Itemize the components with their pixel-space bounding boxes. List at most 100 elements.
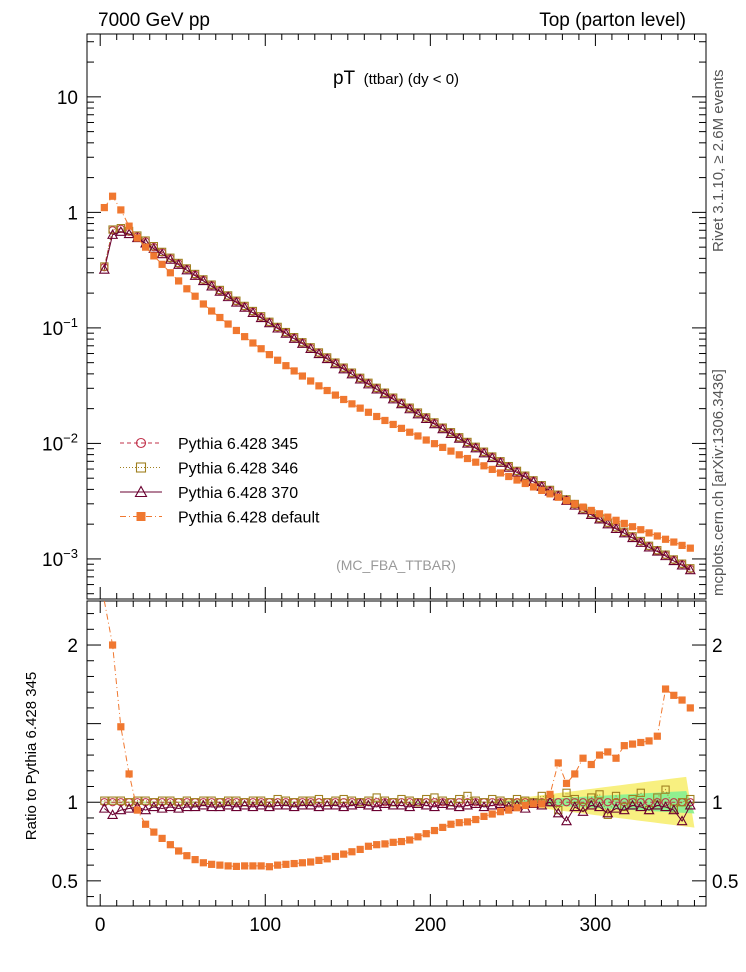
ratio-frame — [86, 600, 707, 907]
data-point — [175, 847, 183, 855]
data-point — [280, 327, 292, 338]
data-point — [437, 423, 449, 434]
data-point — [537, 791, 546, 801]
data-point — [272, 799, 284, 810]
data-point — [362, 799, 374, 810]
data-point — [135, 462, 147, 473]
data-point — [141, 796, 150, 805]
plot-title-sub: (ttbar) (dy < 0) — [364, 71, 459, 88]
data-point — [265, 863, 273, 871]
data-point — [430, 793, 439, 802]
data-point — [329, 358, 341, 369]
data-point — [653, 732, 661, 740]
data-point — [538, 486, 546, 495]
data-point — [265, 351, 273, 359]
data-point — [422, 830, 430, 838]
data-point — [505, 806, 513, 814]
data-point — [288, 801, 300, 812]
data-point — [281, 796, 291, 805]
data-point — [134, 485, 148, 498]
data-point — [208, 307, 216, 315]
data-point — [273, 794, 282, 804]
data-point — [428, 418, 441, 429]
data-point — [280, 799, 292, 810]
series-s370 — [98, 796, 696, 826]
data-point — [224, 862, 232, 870]
data-point — [305, 799, 317, 810]
data-point — [486, 452, 498, 463]
data-point — [199, 300, 207, 308]
data-point — [207, 796, 216, 805]
plot-title: pT (ttbar) (dy < 0) — [333, 68, 459, 89]
data-point — [123, 802, 135, 813]
data-point — [346, 799, 358, 810]
data-point — [422, 436, 430, 444]
data-point — [595, 798, 604, 807]
data-point — [628, 740, 637, 748]
data-point — [371, 383, 383, 394]
data-point — [256, 796, 266, 805]
series-layer — [98, 192, 696, 871]
data-point — [529, 800, 538, 808]
data-point — [470, 798, 482, 808]
series-default — [103, 600, 694, 871]
data-point — [164, 253, 176, 264]
data-point — [686, 544, 694, 552]
data-point — [107, 229, 119, 239]
y-tick-label: 10−2 — [42, 430, 78, 455]
data-point — [560, 815, 573, 826]
data-point — [412, 408, 424, 419]
data-point — [612, 754, 620, 762]
data-point — [585, 509, 597, 519]
data-point — [140, 804, 152, 815]
data-point — [494, 798, 507, 808]
x-tick-label: 100 — [249, 915, 281, 936]
data-point — [296, 799, 308, 810]
main-frame — [86, 33, 707, 600]
data-point — [447, 820, 455, 828]
data-point — [612, 516, 620, 524]
data-point — [315, 856, 323, 865]
data-point — [274, 861, 282, 869]
data-point — [166, 841, 174, 849]
x-tick-label: 200 — [414, 915, 446, 936]
data-point — [272, 322, 284, 333]
data-point — [496, 469, 505, 477]
data-point — [307, 858, 315, 866]
data-point — [430, 440, 439, 448]
data-point — [670, 538, 678, 546]
data-point — [215, 798, 225, 807]
data-point — [214, 801, 226, 812]
data-point — [329, 799, 341, 810]
data-point — [562, 496, 571, 505]
data-point — [191, 856, 199, 864]
data-point — [579, 754, 587, 762]
series-line — [103, 600, 691, 868]
data-point — [447, 447, 455, 455]
data-point — [288, 332, 300, 343]
ratio-y-tick-label: 0.5 — [712, 872, 738, 893]
data-point — [439, 823, 447, 831]
data-point — [158, 260, 166, 268]
data-point — [372, 793, 381, 802]
data-point — [166, 796, 175, 805]
data-point — [571, 770, 579, 778]
data-point — [191, 292, 199, 300]
data-point — [133, 796, 142, 805]
data-point — [364, 408, 373, 416]
data-point — [298, 372, 307, 380]
data-point — [305, 343, 317, 353]
data-point — [480, 812, 488, 820]
data-point — [602, 807, 614, 818]
data-point — [478, 447, 490, 458]
data-point — [602, 518, 614, 529]
data-point — [232, 796, 241, 805]
data-point — [108, 192, 117, 200]
data-point — [381, 416, 389, 425]
data-point — [364, 842, 373, 850]
data-point — [100, 262, 109, 271]
data-point — [331, 852, 340, 861]
data-point — [604, 513, 612, 521]
data-point — [643, 541, 655, 552]
data-point — [395, 799, 407, 810]
